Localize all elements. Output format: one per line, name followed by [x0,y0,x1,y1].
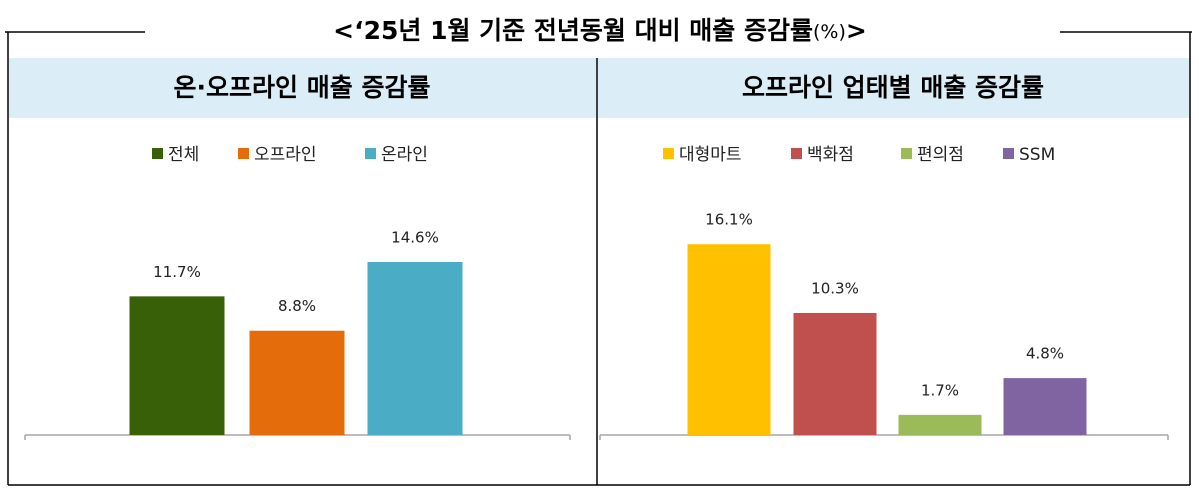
bar [687,244,771,435]
title-end: > [846,16,867,45]
bar [1003,378,1087,435]
panel-header [9,58,596,118]
legend-swatch [791,148,802,159]
value-label: 8.8% [278,297,316,315]
title-main: <‘25년 1월 기준 전년동월 대비 매출 증감률 [333,16,813,45]
chart-title: 오프라인 업태별 매출 증감률 [742,73,1044,102]
value-label: 10.3% [811,279,859,297]
legend-swatch [152,148,163,159]
bar [249,330,345,435]
value-label: 14.6% [391,228,439,246]
legend-label: 백화점 [807,145,854,165]
legend-swatch [663,148,674,159]
value-label: 1.7% [921,381,959,399]
legend-label: 전체 [168,145,199,165]
page-title: <‘25년 1월 기준 전년동월 대비 매출 증감률(%)> [333,16,867,45]
legend-swatch [901,148,912,159]
legend-label: 온라인 [381,145,428,165]
legend-swatch [238,148,249,159]
chart-title: 온·오프라인 매출 증감률 [174,73,431,102]
legend-swatch [1003,148,1014,159]
bar [793,312,877,435]
bar [898,414,982,435]
value-label: 16.1% [705,211,753,229]
legend-swatch [365,148,376,159]
bar [129,296,225,435]
bar [367,261,463,435]
title-unit: (%) [813,21,846,43]
value-label: 11.7% [153,263,201,281]
legend-label: 오프라인 [254,145,317,165]
value-label: 4.8% [1026,345,1064,363]
legend-label: 대형마트 [679,145,742,165]
legend-label: 편의점 [917,145,964,165]
panel-header [598,58,1189,118]
legend-label: SSM [1019,145,1055,165]
